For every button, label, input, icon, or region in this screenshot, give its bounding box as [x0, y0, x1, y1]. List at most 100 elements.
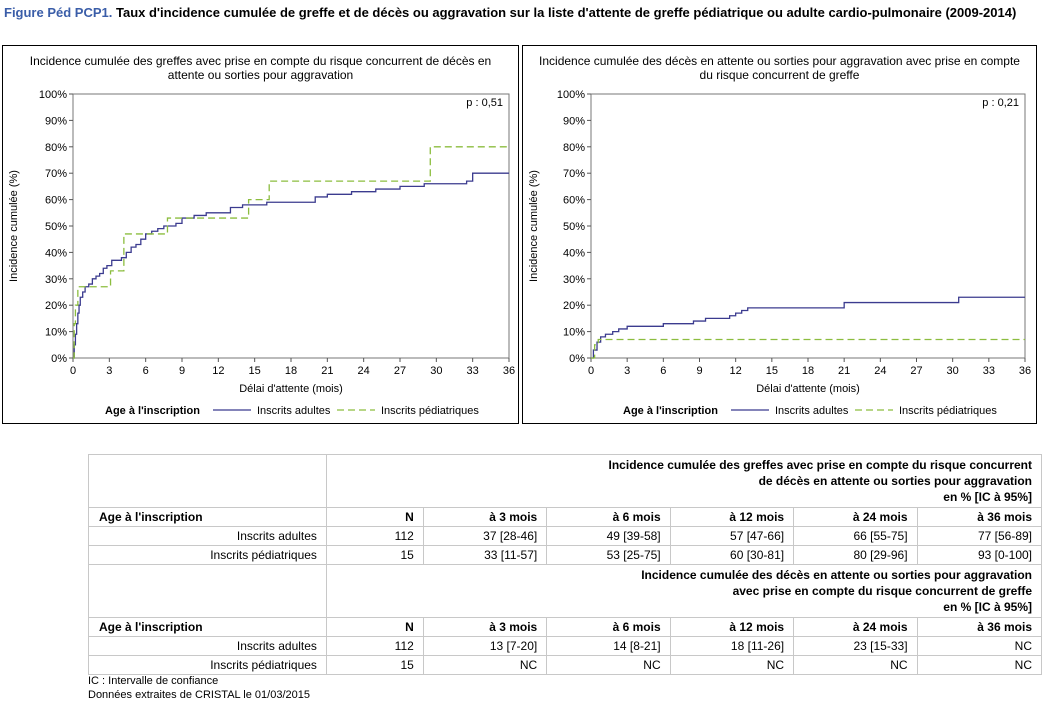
column-header: à 36 mois: [916, 617, 1042, 637]
y-tick-label: 50%: [45, 221, 67, 233]
series-line-adults: [73, 172, 509, 359]
chart-svg: 0%10%20%30%40%50%60%70%80%90%100%0 3 6 9 12 1…: [8, 89, 515, 417]
section-header-empty-cell: [88, 454, 327, 508]
section-header-line: de décès en attente ou sorties pour aggr…: [758, 474, 1032, 488]
column-header: à 12 mois: [669, 617, 795, 637]
x-tick-label: 0: [70, 365, 76, 377]
x-tick-label: 12: [730, 365, 742, 377]
y-tick-label: 0%: [51, 353, 67, 365]
y-tick-label: 50%: [563, 221, 585, 233]
y-tick-label: 100%: [557, 89, 585, 101]
p-value-label: p : 0,51: [466, 97, 503, 109]
table-cell: 112: [325, 636, 424, 656]
plot-area-frame: [72, 93, 510, 359]
series-line-pediatric: [591, 338, 1025, 359]
table-cell: 13 [7-20]: [422, 636, 548, 656]
table-cell: 57 [47-66]: [669, 526, 795, 546]
table-cell: NC: [546, 655, 671, 675]
plot-area-frame: [590, 93, 1026, 359]
column-header: à 24 mois: [793, 617, 918, 637]
column-header: à 6 mois: [546, 507, 671, 527]
table-cell: NC: [422, 655, 548, 675]
y-tick-label: 90%: [563, 115, 585, 127]
x-tick-label: 18: [285, 365, 297, 377]
x-tick-label: 36: [503, 365, 515, 377]
y-tick-label: 80%: [563, 142, 585, 154]
row-label: Inscrits pédiatriques: [88, 655, 327, 675]
x-tick-label: 15: [766, 365, 778, 377]
table-cell: 53 [25-75]: [546, 545, 671, 565]
x-tick-label: 24: [358, 365, 370, 377]
table-cell: 77 [56-89]: [916, 526, 1042, 546]
legend-title: Age à l'inscription: [105, 405, 200, 417]
table-cell: 18 [11-26]: [669, 636, 795, 656]
x-tick-label: 3: [624, 365, 630, 377]
x-tick-label: 27: [910, 365, 922, 377]
x-tick-label: 21: [321, 365, 333, 377]
x-tick-label: 30: [947, 365, 959, 377]
section-header: Incidence cumulée des décès en attente o…: [325, 564, 1042, 618]
column-header: N: [325, 617, 424, 637]
table-cell: 15: [325, 545, 424, 565]
section-header-line: Incidence cumulée des greffes avec prise…: [608, 458, 1032, 472]
legend-label-pediatric: Inscrits pédiatriques: [899, 405, 997, 417]
section-header-row: Incidence cumulée des décès en attente o…: [88, 564, 1042, 618]
table-cell: 66 [55-75]: [793, 526, 918, 546]
table-row: Inscrits pédiatriques 15 33 [11-57] 53 [25-…: [88, 545, 1042, 565]
x-tick-label: 9: [696, 365, 702, 377]
y-tick-label: 80%: [45, 142, 67, 154]
section-header-row: Incidence cumulée des greffes avec prise…: [88, 454, 1042, 508]
chart-title: Incidence cumulée des décès en attente o…: [539, 54, 1020, 82]
column-header: à 36 mois: [916, 507, 1042, 527]
column-header: Age à l'inscription: [88, 507, 327, 527]
figure-title-text: Taux d'incidence cumulée de greffe et de…: [116, 5, 1017, 20]
section-header-line: en % [IC à 95%]: [943, 490, 1032, 504]
series-line-pediatric: [73, 146, 509, 359]
table-cell: NC: [669, 655, 795, 675]
y-tick-label: 60%: [45, 195, 67, 207]
table-cell: 112: [325, 526, 424, 546]
x-axis-label: Délai d'attente (mois): [756, 383, 860, 395]
series-line-adults: [591, 296, 1025, 359]
x-tick-label: 36: [1019, 365, 1031, 377]
table-cell: 33 [11-57]: [422, 545, 548, 565]
column-header: à 3 mois: [422, 507, 548, 527]
column-header: à 3 mois: [422, 617, 548, 637]
y-tick-label: 30%: [563, 274, 585, 286]
x-tick-label: 33: [467, 365, 479, 377]
table-cell: 23 [15-33]: [793, 636, 918, 656]
legend-label-adults: Inscrits adultes: [775, 405, 849, 417]
x-tick-label: 3: [106, 365, 112, 377]
table-cell: 37 [28-46]: [422, 526, 548, 546]
column-header: à 6 mois: [546, 617, 671, 637]
x-tick-label: 15: [249, 365, 261, 377]
legend-label-pediatric: Inscrits pédiatriques: [381, 405, 479, 417]
table-row: Inscrits adultes 112 13 [7-20] 14 [8-21] 18 …: [88, 636, 1042, 656]
x-tick-label: 24: [874, 365, 886, 377]
chart-svg: 0%10%20%30%40%50%60%70%80%90%100%0 3 6 9 12 1…: [528, 89, 1031, 417]
table-cell: 60 [30-81]: [669, 545, 795, 565]
section-header-line: Incidence cumulée des décès en attente o…: [641, 568, 1032, 582]
x-tick-label: 0: [588, 365, 594, 377]
y-tick-label: 100%: [39, 89, 67, 101]
legend-title: Age à l'inscription: [623, 405, 718, 417]
section-header-line: en % [IC à 95%]: [943, 600, 1032, 614]
footnote-ic: IC : Intervalle de confiance: [88, 675, 219, 687]
x-tick-label: 6: [143, 365, 149, 377]
x-tick-label: 30: [430, 365, 442, 377]
y-axis-label: Incidence cumulée (%): [528, 170, 540, 282]
x-tick-label: 27: [394, 365, 406, 377]
y-tick-label: 70%: [563, 168, 585, 180]
y-tick-label: 60%: [563, 195, 585, 207]
table-row: Inscrits adultes 112 37 [28-46] 49 [39-58] 5…: [88, 526, 1042, 546]
row-label: Inscrits adultes: [88, 526, 327, 546]
y-tick-label: 10%: [563, 327, 585, 339]
table-cell: 15: [325, 655, 424, 675]
column-header: à 24 mois: [793, 507, 918, 527]
p-value-label: p : 0,21: [982, 97, 1019, 109]
table-cell: 49 [39-58]: [546, 526, 671, 546]
chart-title: Incidence cumulée des greffes avec prise…: [29, 54, 492, 82]
table-row: Inscrits pédiatriques 15 NC NC NC NC NC: [88, 655, 1042, 675]
figure-title: Figure Péd PCP1. Taux d'incidence cumulé…: [4, 4, 1034, 21]
